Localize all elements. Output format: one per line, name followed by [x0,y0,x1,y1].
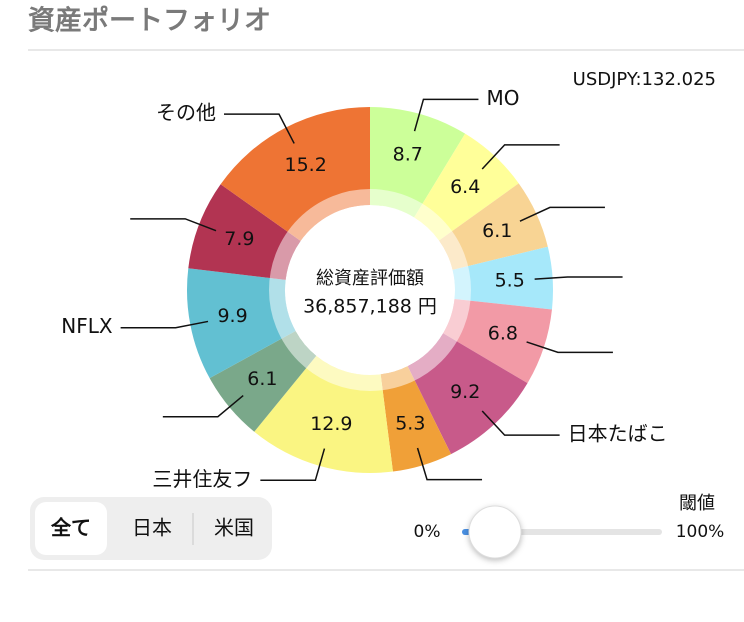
donut-segment [188,184,301,280]
segment-value: 6.8 [488,323,518,345]
donut-segment [452,246,553,310]
exchange-rate: USDJPY:132.025 [573,69,716,90]
slider-knob[interactable] [468,505,522,559]
donut-segment [439,183,548,270]
leader-line [481,410,560,436]
donut-chart: 8.7MO6.46.15.56.89.2日本たばこ5.312.9三井住友フ6.1… [61,86,667,491]
leader-line [519,206,605,222]
donut-segment [370,107,466,218]
threshold-label: 閾値 [679,493,715,514]
donut-segment [443,299,552,384]
leader-line [162,394,244,418]
leader-line [413,98,479,132]
segment-value: 5.3 [395,413,425,435]
leader-line [416,447,483,481]
leader-line [526,341,613,354]
segment-label: NFLX [61,314,113,338]
leader-line [260,448,326,482]
inner-ring [269,189,471,391]
donut-segment [187,268,296,379]
segment-value: 15.2 [285,154,327,176]
segment-label: MO [486,86,519,110]
segment-value: 8.7 [393,144,423,166]
segment-all[interactable]: 全て [50,516,91,540]
segment-japan[interactable]: 日本 [132,516,172,540]
segment-value: 6.4 [450,176,480,198]
segment-label: 日本たばこ [568,422,668,446]
leader-line [120,320,209,329]
segment-label: その他 [156,101,216,125]
donut-segment [414,133,519,241]
selected-segment [35,502,107,555]
leader-line [224,113,295,144]
slider-min: 0% [414,522,441,542]
page-title: 資産ポートフォリオ [28,5,271,37]
segment-value: 6.1 [482,220,512,242]
segment-value: 9.9 [217,305,247,327]
slider-max: 100% [676,522,725,542]
donut-segment [380,366,452,472]
segment-value: 9.2 [450,381,480,403]
segment-label: 三井住友フ [152,467,252,491]
leader-line [481,144,560,170]
center-title: 総資産評価額 [316,268,424,289]
segment-value: 5.5 [495,269,525,291]
donut-hole [287,207,453,373]
donut-segment [209,330,317,432]
segment-value: 7.9 [224,228,254,250]
segment-value: 6.1 [247,368,277,390]
segment-value: 12.9 [310,413,352,435]
leader-line [130,218,217,232]
center-value: 36,857,188 円 [303,296,437,318]
segment-us[interactable]: 米国 [214,516,254,540]
leader-line [534,276,623,280]
